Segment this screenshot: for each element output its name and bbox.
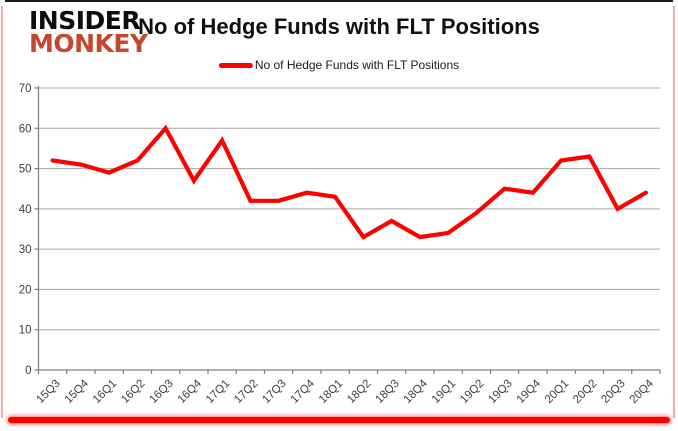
frame-left-rule bbox=[1, 6, 3, 418]
x-tick-label: 19Q4 bbox=[515, 377, 544, 406]
x-tick-label: 20Q2 bbox=[571, 378, 599, 406]
x-tick-label: 16Q3 bbox=[147, 378, 175, 406]
x-tick-label: 15Q4 bbox=[63, 377, 92, 406]
legend-label: No of Hedge Funds with FLT Positions bbox=[254, 58, 460, 72]
frame-right-rule bbox=[673, 6, 675, 418]
y-tick-label: 0 bbox=[25, 365, 31, 377]
gridlines bbox=[38, 87, 660, 331]
legend: No of Hedge Funds with FLT Positions bbox=[218, 58, 460, 72]
insider-monkey-logo: INSIDER MONKEY bbox=[29, 6, 148, 58]
x-tick-label: 20Q4 bbox=[628, 377, 657, 406]
y-tick-label: 70 bbox=[19, 83, 32, 95]
x-tick-label: 18Q4 bbox=[402, 377, 431, 406]
y-tick-label: 20 bbox=[19, 284, 32, 296]
legend-line-swatch bbox=[218, 62, 253, 68]
x-tick-label: 17Q4 bbox=[289, 377, 318, 406]
x-tick-label: 18Q2 bbox=[345, 378, 373, 406]
series-line bbox=[50, 124, 649, 240]
x-tick-label: 17Q1 bbox=[204, 378, 232, 406]
x-tick-label: 19Q1 bbox=[430, 378, 458, 406]
y-tick-label: 50 bbox=[19, 164, 32, 176]
x-tick-label: 17Q3 bbox=[260, 378, 288, 406]
chart-title: No of Hedge Funds with FLT Positions bbox=[138, 14, 540, 39]
x-tick-label: 16Q4 bbox=[176, 377, 205, 406]
x-tick-label: 18Q3 bbox=[373, 378, 401, 406]
x-tick-label: 20Q3 bbox=[599, 378, 627, 406]
x-tick-label: 15Q3 bbox=[34, 378, 62, 406]
y-tick-label: 40 bbox=[19, 204, 32, 216]
logo-line-monkey: MONKEY bbox=[29, 29, 148, 58]
y-tick-label: 30 bbox=[19, 244, 32, 256]
x-axis-labels: 15Q3 15Q4 16Q1 16Q2 16Q3 16Q4 17Q1 17Q2 17Q3 17Q4… bbox=[34, 370, 661, 406]
x-tick-label: 19Q2 bbox=[458, 378, 486, 406]
x-tick-label: 18Q1 bbox=[317, 378, 345, 406]
y-tick-label: 10 bbox=[19, 325, 32, 337]
x-tick-label: 16Q2 bbox=[119, 378, 147, 406]
x-tick-label: 20Q1 bbox=[543, 378, 571, 406]
frame-bottom-bar bbox=[8, 417, 670, 423]
x-tick-label: 19Q3 bbox=[486, 378, 514, 406]
y-axis-labels: 0 10 20 30 40 50 60 70 bbox=[19, 83, 39, 377]
y-tick-label: 60 bbox=[19, 123, 32, 135]
x-tick-label: 17Q2 bbox=[232, 378, 260, 406]
x-tick-label: 16Q1 bbox=[91, 378, 119, 406]
frame-top-rule bbox=[5, 0, 673, 2]
logo-line-insider: INSIDER bbox=[29, 6, 141, 35]
